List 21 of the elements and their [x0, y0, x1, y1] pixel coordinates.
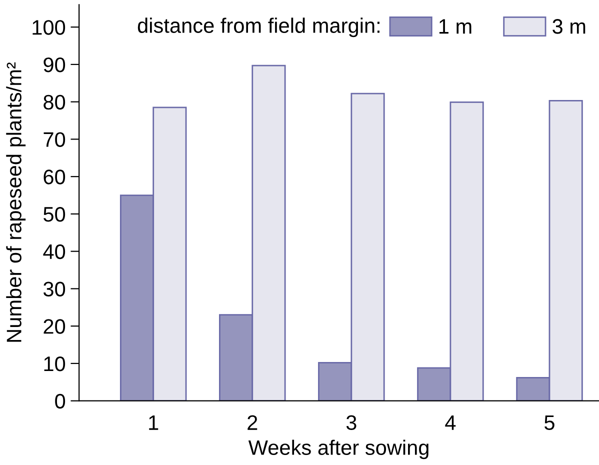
y-tick-label: 20 — [44, 319, 66, 334]
y-tick-label: 100 — [32, 20, 66, 35]
legend-label: 1 m — [439, 19, 472, 34]
x-axis-title: Weeks after sowing — [248, 440, 428, 460]
y-tick-label: 90 — [44, 57, 66, 72]
y-tick-label: 50 — [44, 206, 66, 222]
x-tick-label: 1 — [149, 415, 158, 430]
y-tick-label: 40 — [43, 244, 66, 260]
y-tick-label: 60 — [44, 170, 66, 184]
legend-title: distance from field margin: — [138, 18, 380, 38]
legend-label: 3 m — [552, 19, 586, 34]
x-tick-label: 3 — [346, 415, 356, 430]
y-tick-label: 70 — [44, 132, 66, 147]
y-tick-label: 10 — [44, 356, 66, 372]
y-tick-label: 80 — [44, 94, 66, 110]
y-tick-label: 30 — [43, 282, 66, 296]
x-tick-label: 4 — [445, 415, 456, 430]
x-tick-label: 2 — [248, 415, 258, 430]
y-axis-title: Number of rapeseed plants/m² — [6, 62, 26, 342]
x-tick-label: 5 — [544, 415, 554, 430]
y-tick-label: 0 — [55, 394, 66, 409]
